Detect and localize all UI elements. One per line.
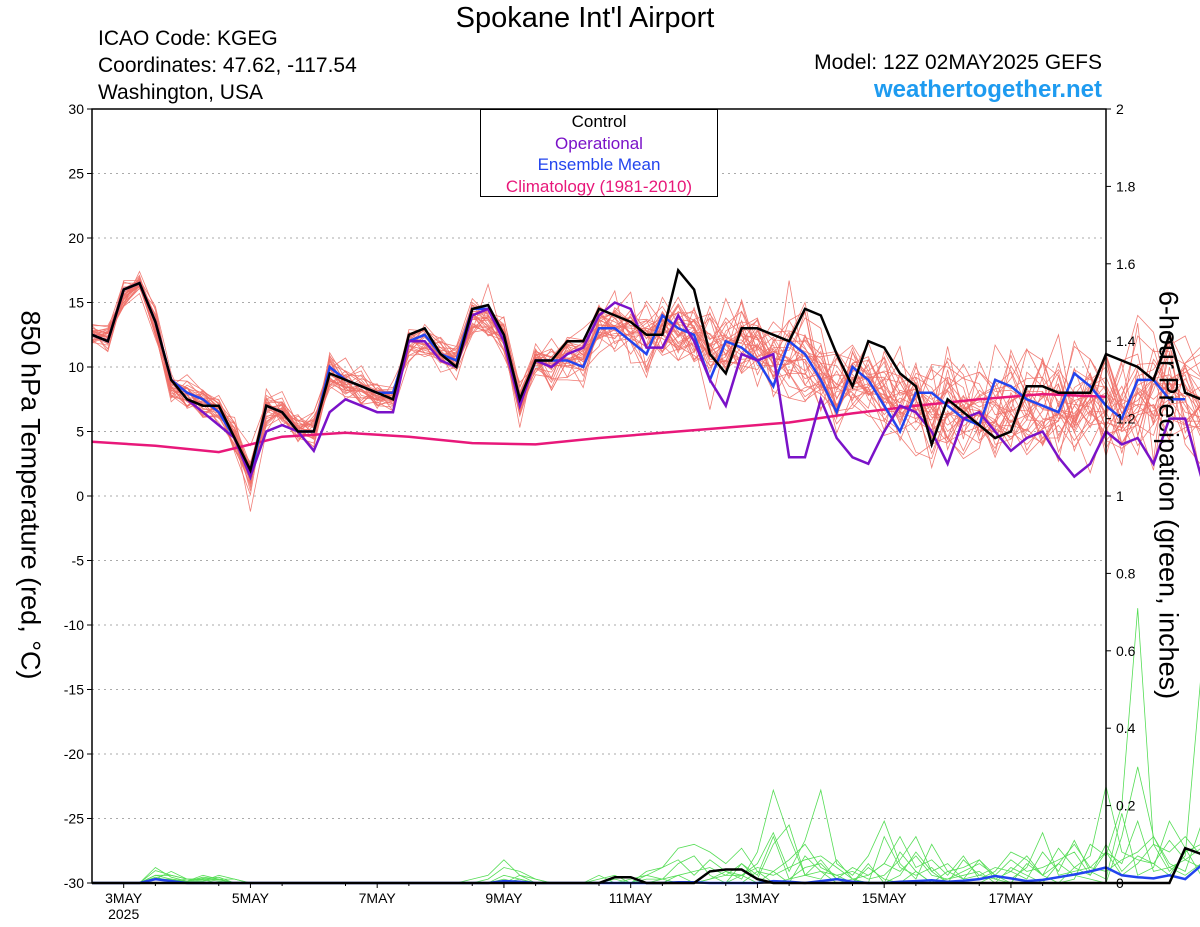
y2-tick-label: 1.6	[1116, 256, 1136, 272]
y-axis-label: 850 hPa Temperature (red, °C)	[15, 310, 46, 680]
y-tick-label: -20	[64, 746, 84, 762]
legend-control: Control	[571, 112, 627, 131]
coordinates: Coordinates: 47.62, -117.54	[98, 54, 357, 77]
y-tick-label: 15	[68, 295, 84, 311]
member-line	[91, 282, 1200, 497]
y2-tick-label: 0.2	[1116, 798, 1136, 814]
y-tick-label: 0	[76, 488, 84, 504]
y2-tick-label: 1.2	[1116, 411, 1136, 427]
x-tick-label: 13MAY	[735, 890, 781, 906]
y2-tick-label: 1.4	[1116, 333, 1136, 349]
member-line	[92, 277, 1200, 491]
y2-axis-label: 6-hour Precipation (green, inches)	[1153, 290, 1184, 700]
x-tick-label: 11MAY	[609, 890, 653, 906]
y-tick-label: 30	[68, 101, 84, 117]
x-tick-sublabel: 2025	[108, 906, 139, 922]
axes: -30-25-20-15-10-505101520253000.20.40.60…	[64, 101, 1136, 922]
y2-tick-label: 0.4	[1116, 720, 1136, 736]
member-line	[91, 286, 1200, 476]
climatology-line	[91, 392, 1107, 454]
ensemble-members	[91, 270, 1200, 512]
legend-ensemble-mean: Ensemble Mean	[537, 155, 661, 174]
main-series	[91, 267, 1200, 481]
x-tick-label: 7MAY	[359, 890, 397, 906]
control-line	[91, 267, 1200, 474]
y2-tick-label: 2	[1116, 101, 1124, 117]
member-line	[92, 274, 1200, 468]
y-tick-label: 25	[68, 166, 84, 182]
precip-member-line	[92, 766, 1200, 884]
y-tick-label: 20	[68, 230, 84, 246]
y-tick-label: -10	[64, 617, 84, 633]
y2-tick-label: 0	[1116, 875, 1124, 891]
y2-tick-label: 0.8	[1116, 565, 1136, 581]
location: Washington, USA	[98, 81, 263, 104]
y-tick-label: -30	[64, 875, 84, 891]
y-tick-label: -15	[64, 682, 84, 698]
precip-series	[92, 608, 1200, 885]
precip-member-line	[92, 786, 1200, 884]
x-tick-label: 17MAY	[989, 890, 1035, 906]
y-tick-label: -5	[72, 553, 85, 569]
y2-tick-label: 0.6	[1116, 643, 1136, 659]
y-tick-label: -25	[64, 811, 84, 827]
model-run: Model: 12Z 02MAY2025 GEFS	[814, 51, 1102, 74]
plot-frame	[91, 108, 1107, 884]
legend-operational: Operational	[555, 133, 643, 153]
x-tick-label: 3MAY	[105, 890, 143, 906]
precip-mean-line	[92, 864, 1200, 885]
y2-tick-label: 1.8	[1116, 178, 1136, 194]
precip-control-line	[92, 846, 1200, 885]
operational-line	[91, 281, 1200, 481]
y2-tick-label: 1	[1116, 488, 1124, 504]
x-tick-label: 5MAY	[232, 890, 270, 906]
precip-member-line	[92, 839, 1200, 884]
x-tick-label: 9MAY	[485, 890, 523, 906]
x-tick-label: 15MAY	[862, 890, 908, 906]
icao-code: ICAO Code: KGEG	[98, 27, 278, 50]
grid-lines	[92, 173, 1106, 819]
legend: Control Operational Ensemble Mean Climat…	[480, 109, 718, 197]
y-tick-label: 5	[76, 424, 84, 440]
legend-climatology: Climatology (1981-2010)	[505, 176, 693, 196]
precip-member-line	[92, 826, 1200, 884]
precip-member-line	[92, 608, 1200, 884]
chart-title: Spokane Int'l Airport	[455, 2, 715, 34]
y-tick-label: 10	[68, 359, 84, 375]
site-link[interactable]: weathertogether.net	[873, 76, 1102, 103]
